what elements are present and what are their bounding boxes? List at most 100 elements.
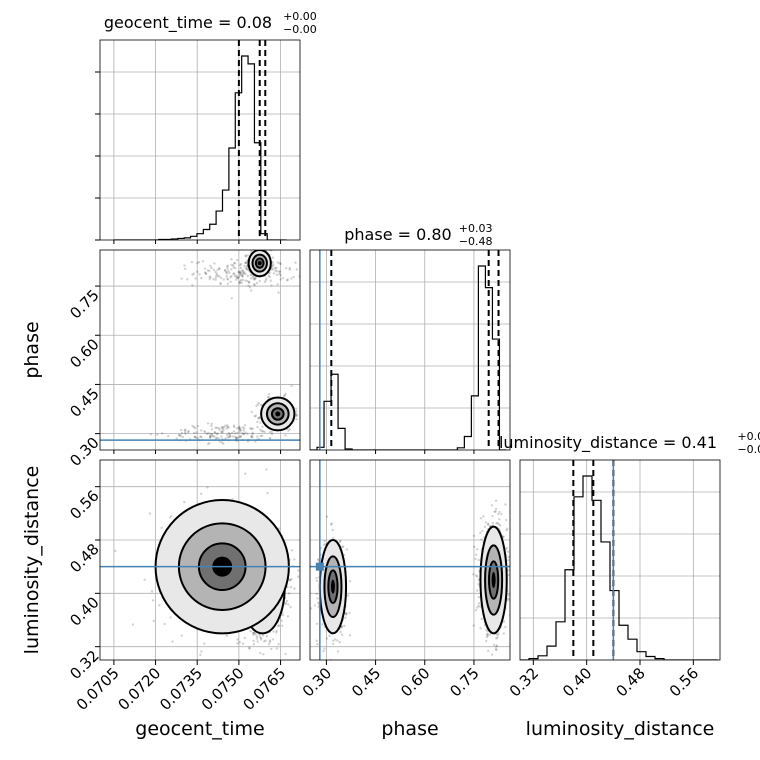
- scatter-point: [244, 472, 247, 475]
- scatter-point: [241, 272, 245, 275]
- scatter-point: [239, 434, 243, 438]
- scatter-point: [278, 270, 281, 273]
- scatter-point: [225, 634, 228, 638]
- scatter-point: [190, 260, 194, 264]
- scatter-point: [184, 432, 187, 435]
- scatter-point: [278, 262, 282, 265]
- scatter-point: [194, 436, 198, 439]
- scatter-point: [237, 275, 241, 279]
- scatter-point: [224, 424, 227, 427]
- scatter-point: [344, 616, 347, 619]
- scatter-point: [180, 432, 184, 435]
- scatter-point: [345, 611, 348, 615]
- scatter-point: [235, 436, 238, 440]
- scatter-point: [236, 642, 239, 645]
- scatter-point: [217, 267, 221, 270]
- scatter-point: [479, 531, 482, 535]
- scatter-point: [160, 526, 163, 529]
- scatter-point: [506, 527, 509, 530]
- scatter-point: [191, 273, 194, 276]
- scatter-point: [230, 274, 233, 278]
- scatter-point: [199, 435, 202, 438]
- scatter-point: [232, 430, 236, 433]
- scatter-point: [243, 424, 247, 427]
- scatter-point: [156, 433, 159, 436]
- scatter-point: [237, 425, 241, 429]
- scatter-point: [213, 431, 217, 434]
- x-tick-label: 0.0765: [240, 664, 290, 714]
- scatter-point: [167, 434, 170, 438]
- scatter-point: [238, 264, 242, 267]
- scatter-point: [507, 569, 510, 572]
- scatter-point: [288, 578, 292, 582]
- scatter-point: [214, 270, 217, 274]
- panel-frame: [99, 39, 301, 241]
- scatter-point: [237, 427, 241, 430]
- scatter-point: [114, 549, 117, 553]
- scatter-point: [315, 622, 319, 626]
- scatter-point: [498, 510, 501, 514]
- scatter-point: [232, 272, 236, 275]
- scatter-point: [238, 435, 241, 438]
- scatter-point: [243, 636, 246, 640]
- scatter-point: [222, 278, 225, 281]
- scatter-point: [253, 278, 256, 281]
- scatter-points-geocent_time-phase: [149, 250, 307, 446]
- title-sup: +0.00: [283, 10, 317, 23]
- scatter-point: [183, 500, 186, 504]
- scatter-point: [284, 602, 287, 606]
- scatter-point: [507, 573, 510, 577]
- scatter-point: [228, 435, 231, 439]
- title-sup: +0.03: [459, 222, 493, 235]
- scatter-point: [143, 578, 146, 581]
- scatter-point: [194, 277, 197, 280]
- scatter-point: [305, 271, 307, 273]
- title-sub: −0.00: [283, 23, 317, 36]
- scatter-point: [252, 633, 255, 636]
- scatter-point: [348, 634, 352, 637]
- scatter-point: [239, 428, 242, 432]
- scatter-point: [228, 435, 232, 438]
- scatter-point: [255, 281, 259, 285]
- scatter-point: [345, 613, 348, 616]
- scatter-point: [270, 432, 274, 436]
- scatter-point: [226, 424, 229, 427]
- scatter-point: [148, 512, 152, 515]
- scatter-point: [208, 441, 211, 445]
- scatter-point: [487, 522, 490, 526]
- scatter-point: [206, 269, 209, 272]
- scatter-point: [281, 624, 284, 627]
- scatter-point: [246, 254, 249, 257]
- scatter-point: [241, 269, 244, 272]
- scatter-point: [504, 625, 507, 629]
- scatter-point: [200, 277, 203, 280]
- scatter-point: [245, 268, 249, 271]
- scatter-point: [486, 630, 489, 633]
- scatter-point: [186, 430, 190, 434]
- scatter-point: [290, 549, 294, 552]
- scatter-point: [191, 424, 194, 428]
- scatter-point: [322, 543, 326, 546]
- y-axis-label-luminosity_distance: luminosity_distance: [21, 466, 43, 655]
- scatter-point: [208, 435, 212, 438]
- scatter-point: [221, 427, 224, 431]
- scatter-point: [222, 426, 226, 429]
- scatter-point: [502, 632, 506, 635]
- scatter-point: [281, 276, 285, 280]
- scatter-point: [236, 638, 239, 641]
- scatter-point: [499, 524, 502, 527]
- scatter-point: [495, 644, 499, 647]
- scatter-point: [233, 266, 237, 270]
- scatter-point: [328, 634, 331, 638]
- scatter-point: [256, 420, 259, 424]
- scatter-point: [183, 428, 187, 431]
- scatter-point: [200, 650, 203, 653]
- scatter-point: [244, 272, 247, 276]
- scatter-point: [331, 642, 335, 646]
- scatter-point: [268, 640, 272, 644]
- scatter-point: [253, 284, 256, 287]
- scatter-points-phase-luminosity_distance: [310, 499, 510, 660]
- title-text: luminosity_distance = 0.41: [499, 433, 717, 453]
- scatter-point: [481, 529, 484, 533]
- title-text: geocent_time = 0.08: [104, 13, 272, 33]
